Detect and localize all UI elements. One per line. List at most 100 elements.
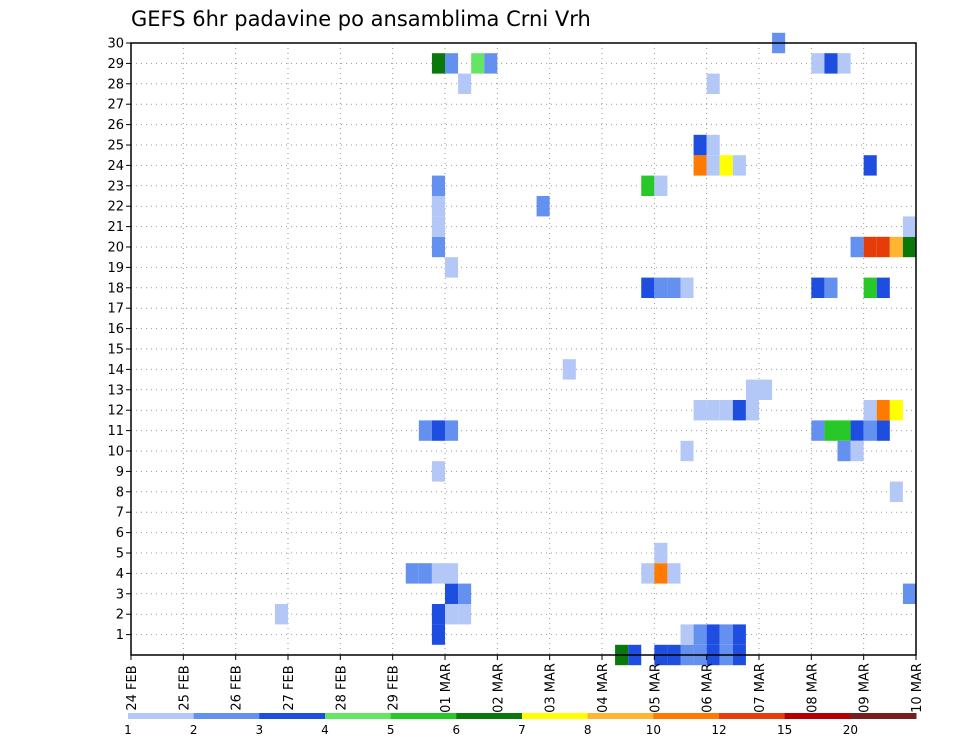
precip-cell <box>719 624 733 645</box>
precip-cell <box>431 175 445 196</box>
precip-cell <box>732 624 746 645</box>
colorbar-swatch <box>522 713 589 719</box>
precip-cell <box>693 624 707 645</box>
precip-cell <box>654 563 668 584</box>
colorbar-label: 5 <box>387 723 395 737</box>
colorbar-swatch <box>850 713 917 719</box>
precip-cell <box>811 420 825 441</box>
precip-cell <box>654 542 668 564</box>
y-tick-label: 4 <box>116 567 124 582</box>
y-tick-label: 13 <box>107 383 124 398</box>
colorbar-swatch <box>653 713 720 719</box>
precip-cell <box>719 400 733 421</box>
colorbar-label: 7 <box>518 723 526 737</box>
precip-cell <box>902 236 916 258</box>
x-tick-label: 25 FEB <box>177 665 192 710</box>
precip-cell <box>445 420 459 441</box>
y-tick-label: 14 <box>107 363 124 378</box>
precip-cell <box>889 400 903 421</box>
precip-cell <box>811 277 825 298</box>
precip-cell <box>824 277 838 298</box>
precip-cell <box>876 236 890 258</box>
y-tick-label: 11 <box>107 424 124 439</box>
precip-cell <box>824 420 838 441</box>
precip-cell <box>445 257 459 278</box>
precip-cell <box>732 155 746 176</box>
precip-cell <box>654 175 668 196</box>
precip-cell <box>863 420 877 441</box>
colorbar-label: 6 <box>453 723 461 737</box>
x-tick-label: 08 MAR <box>805 663 820 713</box>
y-tick-label: 29 <box>107 57 124 72</box>
precip-cell <box>837 420 851 441</box>
precip-cell <box>876 420 890 441</box>
precip-cell <box>431 420 445 441</box>
colorbar-swatch <box>128 713 195 719</box>
y-tick-label: 28 <box>107 77 124 92</box>
precip-cell <box>850 440 864 462</box>
precip-cell <box>811 53 825 74</box>
precip-cell <box>445 583 459 604</box>
colorbar-label: 20 <box>843 723 858 737</box>
precip-cell <box>902 216 916 237</box>
precip-cell <box>876 277 890 298</box>
colorbar-label: 12 <box>711 723 726 737</box>
y-tick-label: 20 <box>107 241 124 256</box>
precip-cell <box>693 400 707 421</box>
precip-cell <box>850 236 864 258</box>
precip-cell <box>536 196 550 217</box>
y-tick-label: 30 <box>107 37 124 52</box>
precip-cell <box>876 400 890 421</box>
precip-cell <box>458 583 472 604</box>
y-tick-label: 5 <box>116 547 124 562</box>
precip-cell <box>863 277 877 298</box>
precip-cell <box>641 563 655 584</box>
y-tick-label: 1 <box>116 628 124 643</box>
y-tick-label: 26 <box>107 118 124 133</box>
precip-cell <box>654 277 668 298</box>
y-tick-label: 15 <box>107 343 124 358</box>
x-tick-label: 07 MAR <box>753 663 768 713</box>
precip-cell <box>680 624 694 645</box>
y-tick-label: 9 <box>116 465 124 480</box>
precip-cell <box>824 53 838 74</box>
precip-cell <box>458 73 472 94</box>
precip-cell <box>902 583 916 604</box>
x-tick-label: 28 FEB <box>334 665 349 710</box>
precip-cell <box>745 379 759 400</box>
precip-cell <box>667 277 681 298</box>
x-tick-label: 01 MAR <box>439 663 454 713</box>
y-tick-label: 25 <box>107 139 124 154</box>
colorbar-swatch <box>193 713 260 719</box>
y-tick-label: 16 <box>107 322 124 337</box>
precip-cell <box>680 277 694 298</box>
precip-cell <box>431 563 445 584</box>
colorbar-label: 10 <box>646 723 661 737</box>
y-tick-label: 19 <box>107 261 124 276</box>
colorbar-swatch <box>325 713 392 719</box>
plot-frame <box>130 42 917 656</box>
y-tick-label: 3 <box>116 587 124 602</box>
y-tick-label: 18 <box>107 281 124 296</box>
x-tick-label: 24 FEB <box>125 665 140 710</box>
y-tick-label: 24 <box>107 159 124 174</box>
colorbar-swatch <box>390 713 457 719</box>
precip-cell <box>431 216 445 237</box>
colorbar-label: 2 <box>190 723 198 737</box>
precip-cell <box>863 236 877 258</box>
x-tick-label: 09 MAR <box>858 663 873 713</box>
x-tick-label: 03 MAR <box>544 663 559 713</box>
x-tick-label: 02 MAR <box>491 663 506 713</box>
y-tick-label: 10 <box>107 445 124 460</box>
precip-cell <box>405 563 419 584</box>
precip-cell <box>274 604 288 625</box>
precip-cell <box>431 624 445 645</box>
x-tick-label: 06 MAR <box>701 663 716 713</box>
precip-cell <box>850 420 864 441</box>
y-tick-label: 7 <box>116 506 124 521</box>
y-tick-label: 22 <box>107 200 124 215</box>
y-tick-label: 6 <box>116 526 124 541</box>
precip-cell <box>889 481 903 502</box>
y-tick-label: 12 <box>107 404 124 419</box>
